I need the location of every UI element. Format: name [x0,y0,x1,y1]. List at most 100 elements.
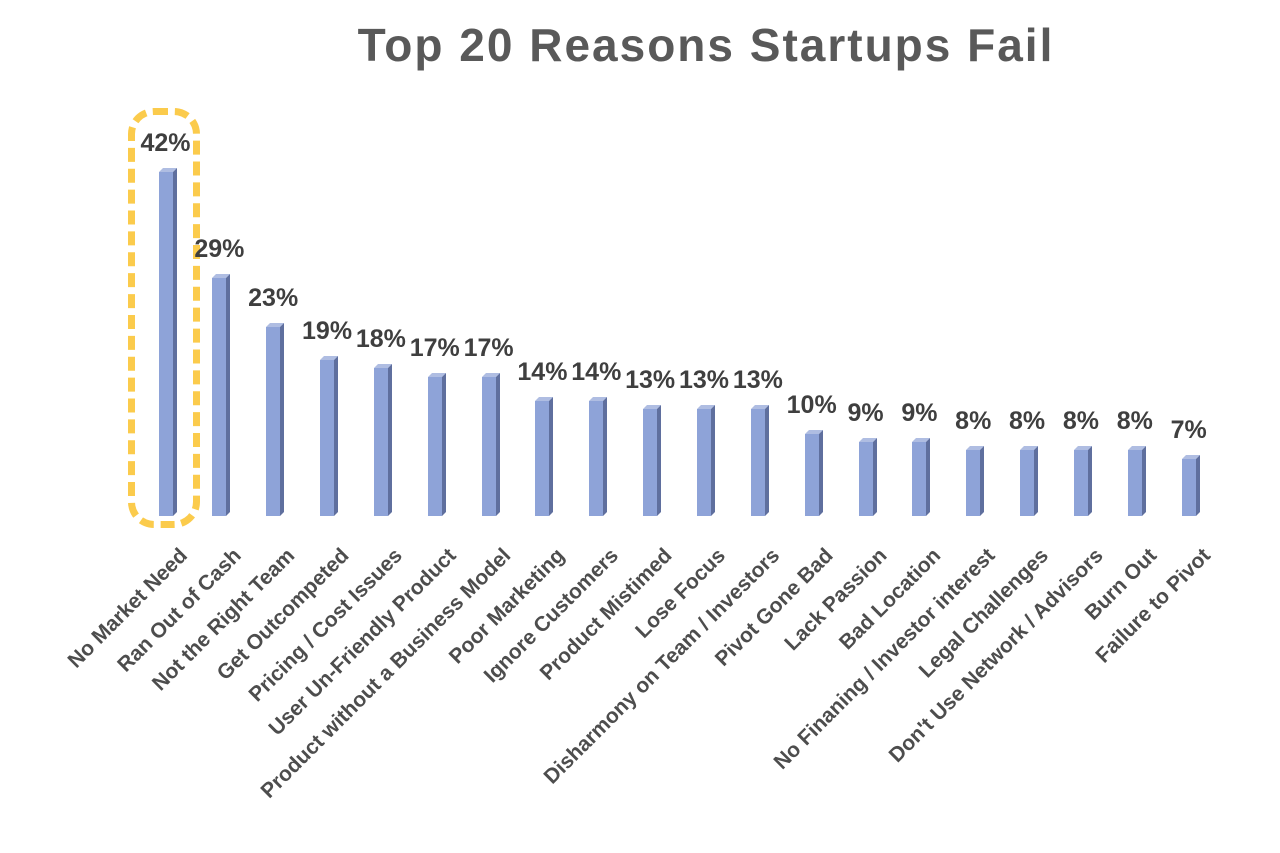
bar-side-face [764,405,769,516]
bar-front-face [1127,450,1142,516]
bar [266,323,285,516]
bar [212,274,231,516]
bar-top-face [697,405,715,409]
bar-top-face [1073,446,1092,450]
bar-front-face [858,442,873,516]
category-label: Product without a Business Model [256,544,515,803]
bar-value-label: 18% [355,325,406,353]
bar [643,405,662,516]
bar-top-face [966,446,985,450]
bar-top-face [912,438,931,442]
bar-front-face [750,409,765,516]
bar-front-face [1073,450,1088,516]
bar [1181,455,1200,516]
bar-top-face [804,430,823,434]
bar-front-face [643,409,658,516]
bar-side-face [280,323,285,516]
bar-side-face [603,397,608,516]
bar-side-face [1195,455,1200,516]
bar [589,397,608,516]
bar-front-face [481,377,496,516]
bar [966,446,985,516]
bar-side-face [387,364,392,516]
bar [535,397,554,516]
bar-front-face [535,401,550,516]
bar-side-face [657,405,662,516]
bar-side-face [926,438,931,516]
bar-front-face [804,434,819,516]
bar-side-face [172,168,177,516]
bar-value-label: 29% [194,235,245,263]
bar-front-face [158,172,173,516]
bar-front-face [589,401,604,516]
chart-title: Top 20 Reasons Startups Fail [357,19,1055,71]
bar [158,168,177,516]
bar-top-face [481,373,500,377]
bar-value-label: 19% [302,317,353,345]
bar-top-face [212,274,231,278]
bar-value-label: 13% [732,366,783,394]
bar [481,373,500,516]
bar [912,438,931,516]
bar-front-face [373,368,388,516]
bar-side-face [549,397,554,516]
bar-front-face [212,278,227,516]
bar-top-face [1127,446,1146,450]
bar-value-label: 9% [901,399,938,427]
bar-value-label: 14% [571,358,622,386]
bar-front-face [697,409,711,516]
bar-value-label: 13% [625,366,676,394]
bar-value-label: 8% [1009,407,1046,435]
bar-top-face [1181,455,1200,459]
highlight-dashed-box [128,108,200,528]
bar [1127,446,1146,516]
bar-front-face [320,360,335,516]
bar [320,356,339,516]
bar-side-face [441,373,446,516]
bar-side-face [980,446,985,516]
bar-top-face [589,397,608,401]
bar [697,405,715,516]
bar [373,364,392,516]
bar-top-face [266,323,285,327]
bar-front-face [427,377,442,516]
bar [1020,446,1039,516]
bar-value-label: 23% [248,284,299,312]
bar-front-face [1181,459,1196,516]
bar-top-face [158,168,177,172]
bar-top-face [427,373,446,377]
bar [427,373,446,516]
bar-top-face [535,397,554,401]
bar-value-label: 7% [1170,416,1207,444]
bar [1073,446,1092,516]
bar-side-face [495,373,500,516]
bar-front-face [1020,450,1035,516]
bar-value-label: 42% [140,129,191,157]
bar-top-face [858,438,877,442]
bar-side-face [226,274,231,516]
bar-side-face [334,356,339,516]
bar-front-face [966,450,981,516]
bar-value-label: 10% [786,391,837,419]
bar-side-face [1087,446,1092,516]
bar-value-label: 8% [1062,407,1099,435]
bar-value-label: 8% [955,407,992,435]
bar-front-face [912,442,927,516]
bar-top-face [750,405,769,409]
bar-side-face [1141,446,1146,516]
bar-value-label: 8% [1116,407,1153,435]
bar-value-label: 9% [847,399,884,427]
bar-value-label: 17% [409,334,460,362]
bar [858,438,877,516]
bar-top-face [643,405,662,409]
bar-top-face [1020,446,1039,450]
bar-top-face [320,356,339,360]
bar-value-label: 13% [678,366,730,394]
bar-front-face [266,327,281,516]
bar [750,405,769,516]
bar-top-face [373,364,392,368]
bar-side-face [711,405,715,516]
bar-value-label: 14% [517,358,568,386]
